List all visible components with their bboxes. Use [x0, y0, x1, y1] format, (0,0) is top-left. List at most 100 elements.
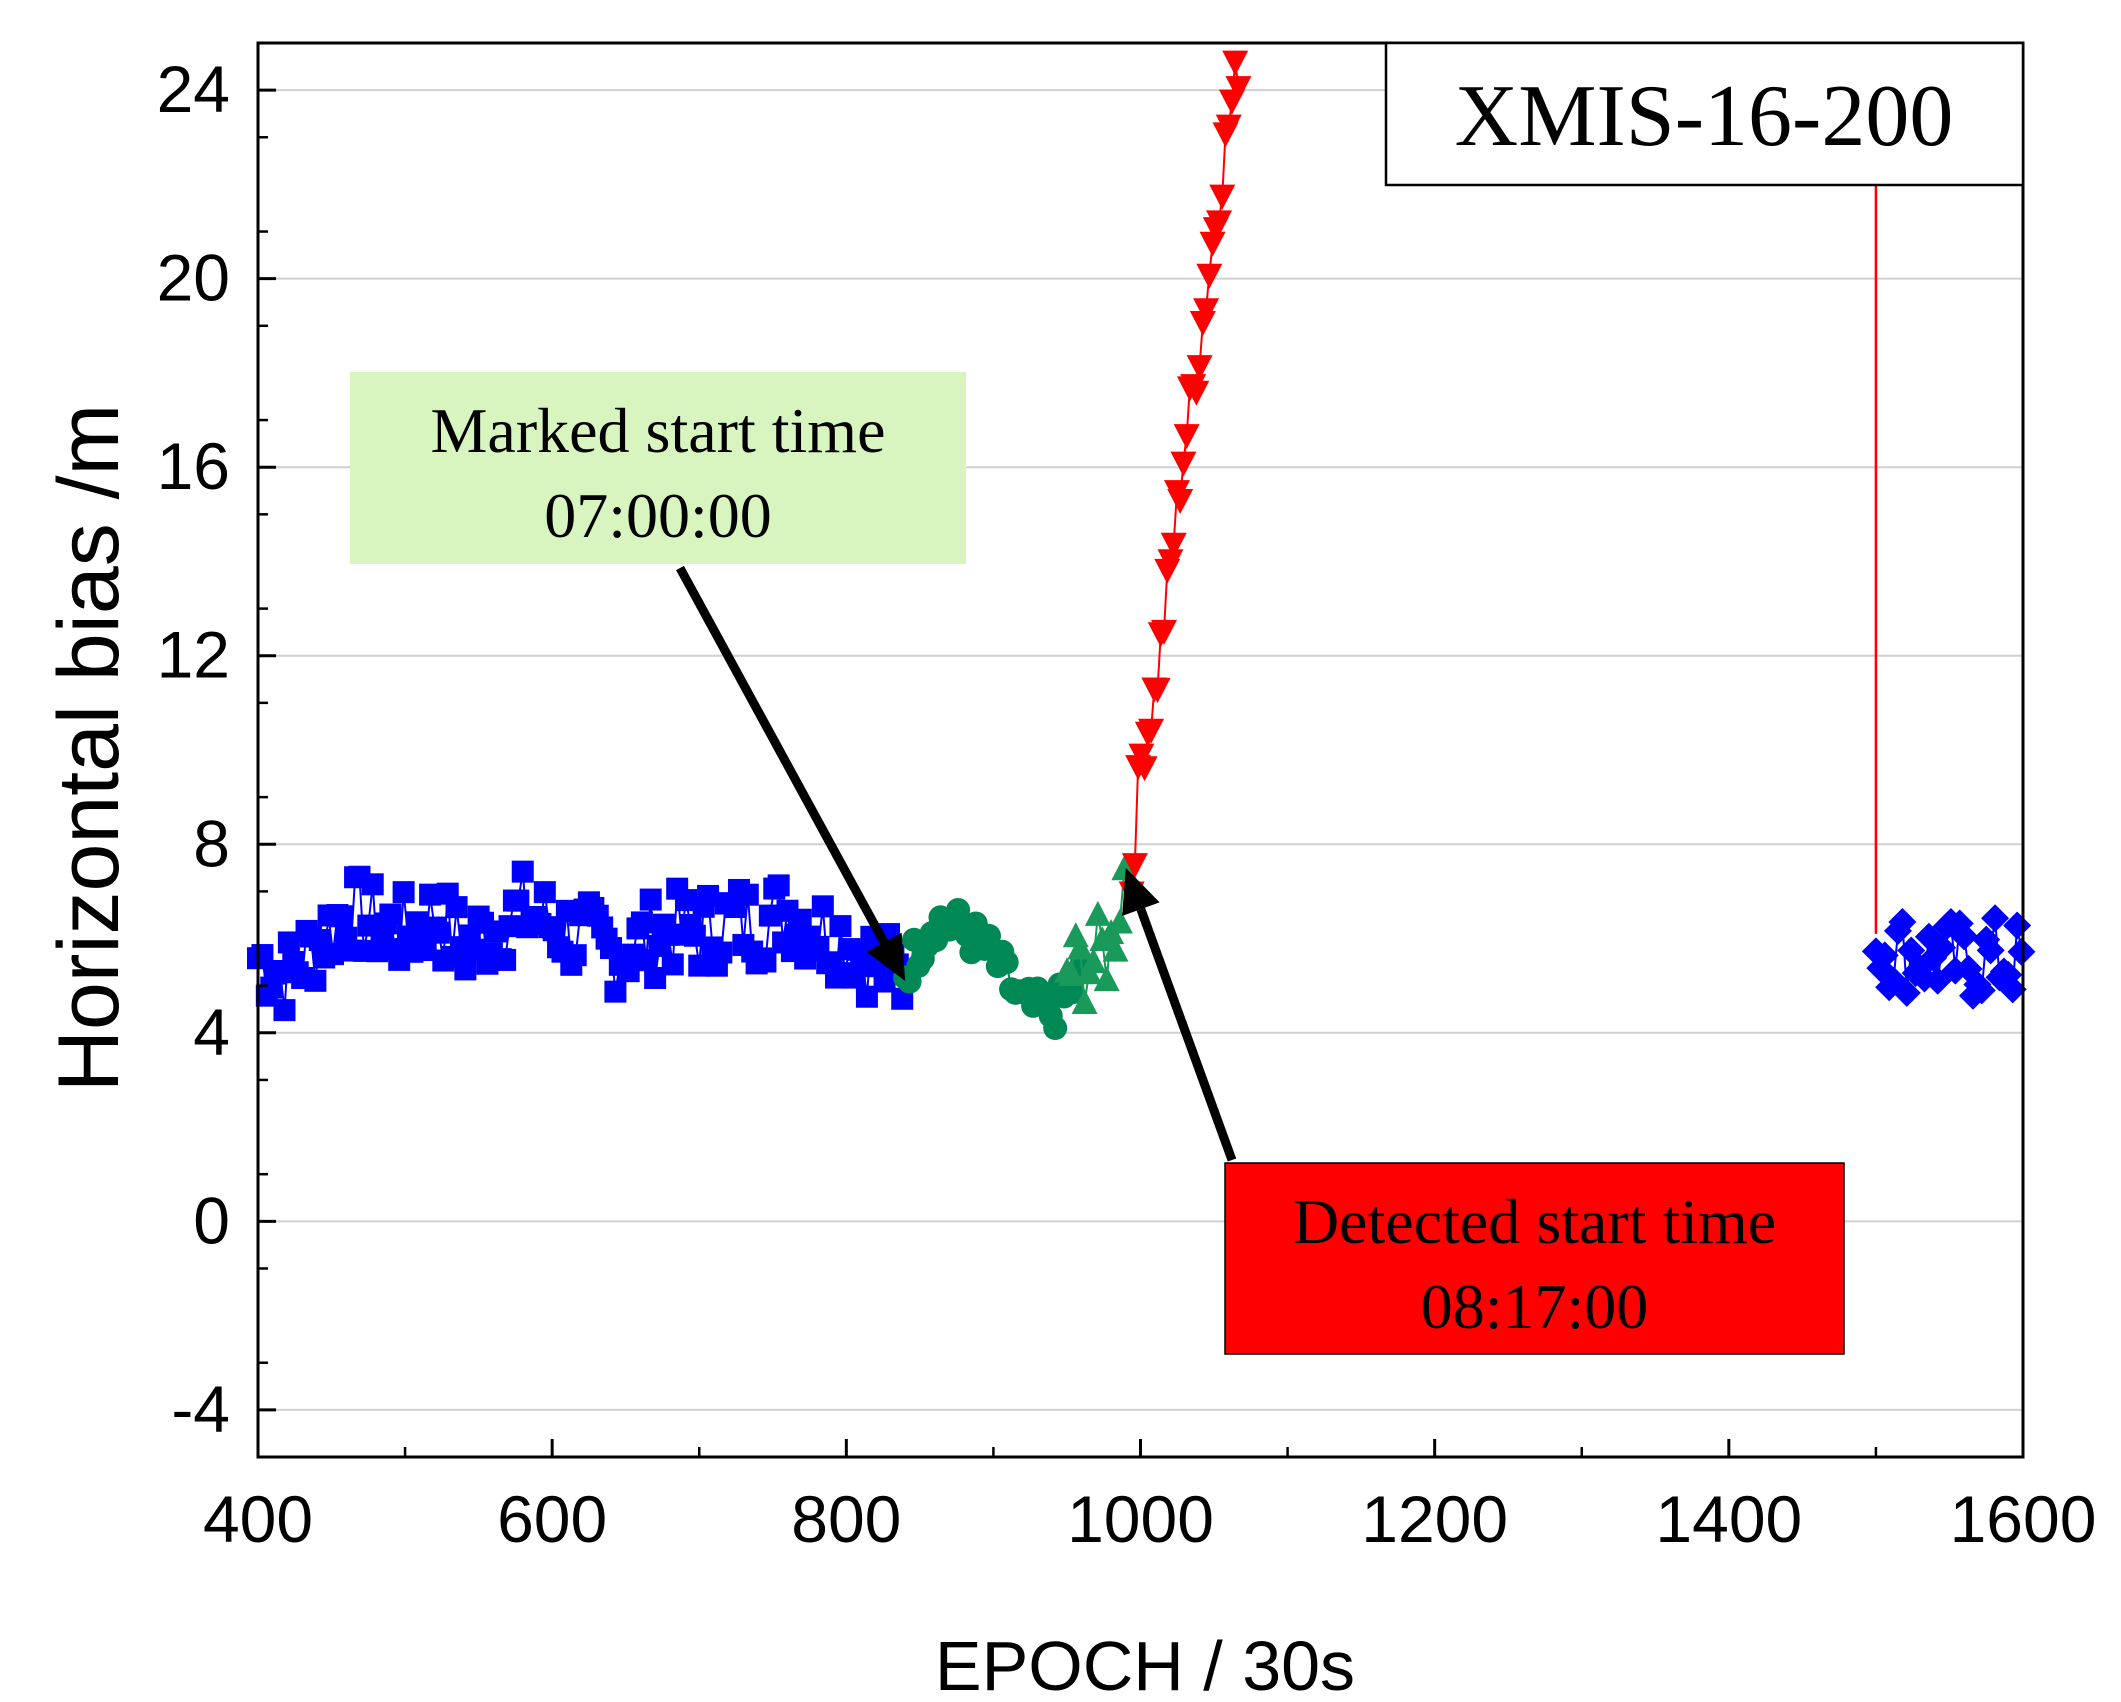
series-triangle-up	[1053, 855, 1138, 1014]
data-point	[1160, 532, 1187, 558]
x-tick-label: 600	[497, 1482, 607, 1556]
data-point	[1967, 976, 1996, 1005]
y-tick-label: 24	[157, 52, 230, 126]
series-diamond	[1861, 904, 2036, 1010]
data-point	[1225, 76, 1252, 102]
data-point	[754, 950, 777, 973]
data-point	[1058, 960, 1085, 986]
data-point	[1183, 380, 1210, 406]
title-box: XMIS-16-200	[1384, 41, 2025, 187]
data-point	[564, 944, 587, 967]
y-tick-label: 8	[193, 806, 230, 880]
data-point	[639, 888, 662, 911]
data-point	[1084, 900, 1111, 926]
data-point	[1102, 936, 1129, 962]
data-point	[604, 980, 627, 1003]
data-point	[277, 931, 300, 954]
data-point	[498, 915, 521, 938]
annotations: Marked start time 07:00:00 Detected start …	[350, 372, 1845, 1355]
y-tick-label: -4	[171, 1372, 230, 1446]
data-point	[1196, 263, 1223, 289]
x-tick-label: 400	[203, 1482, 313, 1556]
data-point	[1080, 948, 1107, 974]
y-tick-label: 16	[157, 429, 230, 503]
data-point	[1138, 718, 1165, 744]
data-point	[330, 905, 353, 928]
data-point	[542, 919, 565, 942]
x-tick-label: 800	[791, 1482, 901, 1556]
data-point	[1193, 298, 1220, 324]
annotation-box	[1224, 1162, 1845, 1355]
data-point	[1173, 424, 1200, 450]
data-point	[1206, 210, 1233, 236]
annotation-arrow-shaft	[676, 565, 889, 945]
data-point	[361, 873, 384, 896]
data-point	[789, 908, 812, 931]
data-point	[1950, 922, 1979, 951]
data-point	[1892, 978, 1921, 1007]
annotation-1: Marked start time 07:00:00	[350, 372, 966, 981]
data-point	[1981, 904, 2010, 933]
data-point	[767, 874, 790, 897]
annotation-text: Detected start time	[1293, 1186, 1776, 1257]
data-point	[1215, 114, 1242, 140]
data-point	[2003, 911, 2032, 940]
data-point	[855, 985, 878, 1008]
axes: -4 0 4 8 12 16 20 24 400 600 800 1000 1200 1400 1600	[157, 41, 2097, 1556]
data-point	[1144, 677, 1171, 703]
annotation-2: Detected start time 08:17:00	[1122, 867, 1845, 1355]
y-tick-label: 20	[157, 241, 230, 315]
data-point	[873, 970, 896, 993]
y-tick-label: 0	[193, 1183, 230, 1257]
x-axis-title: EPOCH / 30s	[935, 1627, 1355, 1702]
data-point	[494, 948, 517, 971]
data-point	[1976, 936, 2005, 965]
annotation-arrow-head	[866, 932, 906, 981]
data-point	[511, 860, 534, 883]
data-point	[1067, 934, 1094, 960]
data-point	[379, 903, 402, 926]
data-point	[1131, 756, 1158, 782]
annotation-box	[350, 372, 966, 564]
data-point	[1189, 310, 1216, 336]
annotation-arrow-head	[1122, 867, 1160, 917]
data-point	[1870, 941, 1899, 970]
data-point	[758, 904, 781, 927]
data-point	[829, 915, 852, 938]
data-point	[1222, 50, 1249, 76]
series-square	[247, 860, 914, 1022]
x-tick-label: 1600	[1950, 1482, 2097, 1556]
x-tick-label: 1400	[1655, 1482, 1802, 1556]
data-point	[644, 967, 667, 990]
y-tick-label: 12	[157, 618, 230, 692]
data-point	[1186, 355, 1213, 381]
series-triangle-down	[1118, 43, 1878, 934]
data-point	[454, 958, 477, 981]
x-tick-label: 1200	[1361, 1482, 1508, 1556]
data-point	[617, 960, 640, 983]
data-point	[366, 940, 389, 963]
data-point	[419, 883, 442, 906]
annotation-text: 07:00:00	[544, 480, 772, 551]
data-point	[1157, 549, 1184, 575]
annotation-text: 08:17:00	[1421, 1271, 1649, 1342]
data-point	[273, 999, 296, 1022]
data-point	[1106, 908, 1133, 934]
y-tick-label: 4	[193, 995, 230, 1069]
data-point	[683, 924, 706, 947]
data-point	[445, 896, 468, 919]
x-tick-label: 1000	[1067, 1482, 1214, 1556]
data-point	[842, 966, 865, 989]
data-series	[247, 43, 2036, 1041]
y-axis-title: Horizontal bias /m	[41, 404, 137, 1092]
data-point	[1128, 743, 1155, 769]
data-point	[304, 969, 327, 992]
data-point	[1043, 1016, 1068, 1041]
data-point	[994, 950, 1019, 975]
data-point	[736, 883, 759, 906]
data-point	[1209, 184, 1236, 210]
data-point	[533, 881, 556, 904]
data-point	[1170, 451, 1197, 477]
data-point	[661, 953, 684, 976]
data-point	[1093, 966, 1120, 992]
